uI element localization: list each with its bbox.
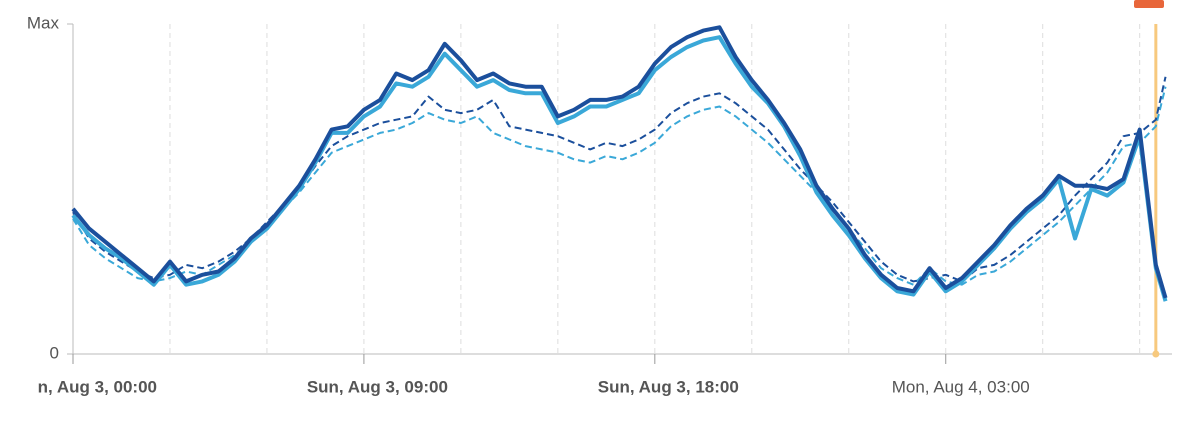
- series-line: [71, 35, 1168, 302]
- x-tick-label: Sun, Aug 3, 18:00: [598, 377, 739, 396]
- y-tick-label: 0: [50, 343, 59, 362]
- x-tick-label: Sun, Aug 3, 09:00: [307, 377, 448, 396]
- cursor-dot: [1152, 350, 1160, 358]
- alert-icon[interactable]: [1134, 0, 1164, 8]
- y-tick-label: Max: [27, 13, 60, 32]
- x-tick-label: Mon, Aug 4, 03:00: [892, 377, 1030, 396]
- series-line: [72, 76, 1167, 283]
- x-tick-label: n, Aug 3, 00:00: [38, 377, 157, 396]
- series-line: [71, 25, 1168, 299]
